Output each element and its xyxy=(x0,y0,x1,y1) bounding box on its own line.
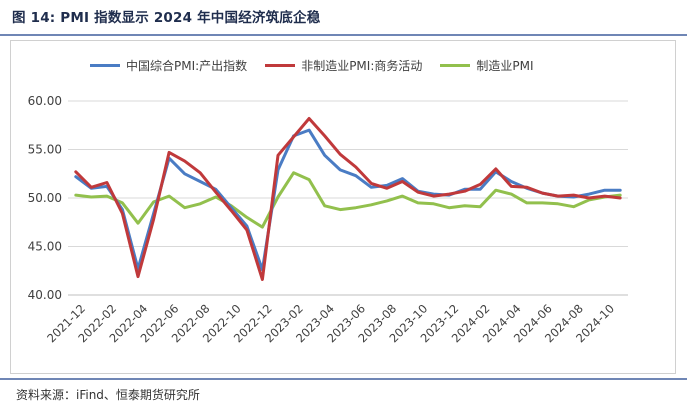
y-tick-label-2: 50.00 xyxy=(28,191,62,205)
legend-item-manufacturing: 制造业PMI xyxy=(440,57,534,74)
y-tick-label-0: 40.00 xyxy=(28,288,62,302)
legend-label-nonmanufacturing: 非制造业PMI:商务活动 xyxy=(301,59,423,73)
figure-title: 图 14: PMI 指数显示 2024 年中国经济筑底企稳 xyxy=(12,10,321,26)
legend-swatch-manufacturing xyxy=(440,64,471,67)
legend-swatch-composite xyxy=(90,64,120,67)
y-tick-label-4: 60.00 xyxy=(28,94,62,108)
series-line-2 xyxy=(74,171,622,229)
legend-label-composite: 中国综合PMI:产出指数 xyxy=(126,59,248,73)
legend-item-composite: 中国综合PMI:产出指数 xyxy=(90,57,247,74)
series-line-1 xyxy=(74,117,622,281)
legend-swatch-nonmanufacturing xyxy=(265,64,296,67)
y-tick-label-1: 45.00 xyxy=(28,240,62,254)
legend-label-manufacturing: 制造业PMI xyxy=(476,59,534,73)
top-divider xyxy=(0,34,687,36)
chart-frame xyxy=(10,40,676,374)
bottom-divider xyxy=(0,378,687,380)
chart-legend: 中国综合PMI:产出指数 非制造业PMI:商务活动 制造业PMI xyxy=(90,57,534,74)
legend-item-nonmanufacturing: 非制造业PMI:商务活动 xyxy=(265,57,422,74)
source-note: 资料来源：iFind、恒泰期货研究所 xyxy=(16,388,200,402)
y-tick-label-3: 55.00 xyxy=(28,143,62,157)
